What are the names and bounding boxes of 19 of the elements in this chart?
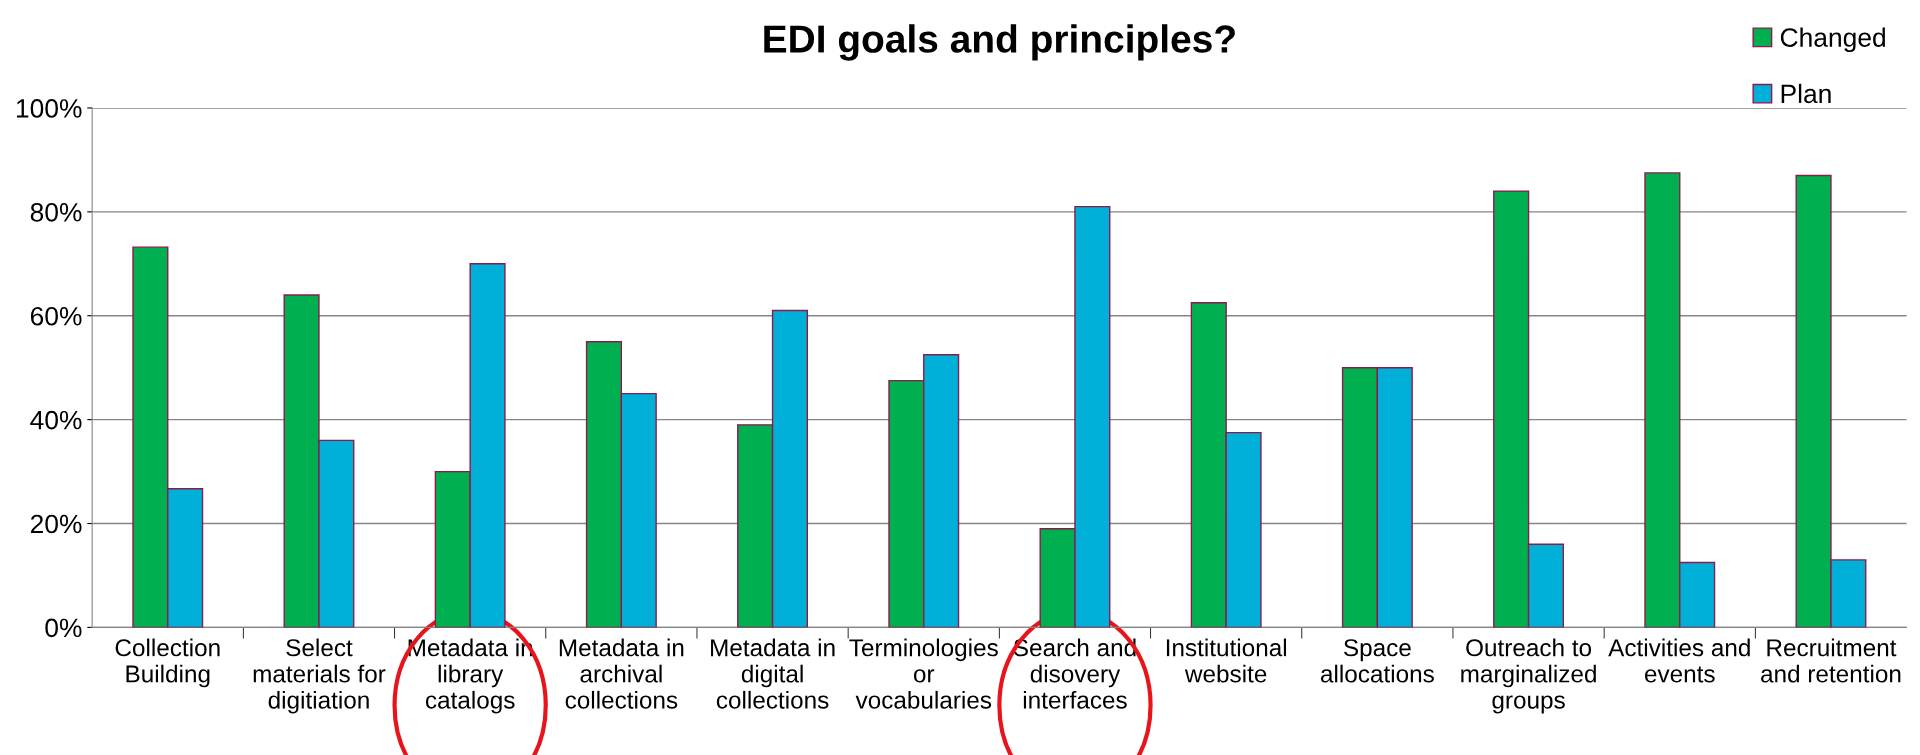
y-tick-label: 0%: [45, 618, 82, 638]
x-tick-label: Metadata in archival collections: [559, 638, 684, 709]
x-tick-label: Recruitment and retention: [1761, 638, 1901, 683]
y-tick-label: 60%: [30, 306, 82, 326]
x-tick-label: Select materials for digitiation: [253, 638, 386, 714]
y-tick-label: 20%: [30, 514, 82, 534]
x-tick-label: Space allocations: [1320, 639, 1434, 683]
x-tick-label: Outreach to marginalized groups: [1461, 638, 1596, 714]
y-tick-label: 40%: [30, 410, 82, 430]
legend-label: Plan: [1781, 83, 1831, 104]
x-tick-label: Metadata in digital collections: [711, 638, 835, 709]
y-tick-label: 80%: [30, 202, 82, 222]
x-tick-label: Terminologies or vocabularies: [849, 638, 998, 709]
chart-title: EDI goals and principles?: [764, 24, 1235, 61]
legend-label: Changed: [1780, 27, 1885, 53]
x-tick-label: Collection Building: [115, 638, 220, 688]
x-tick-label: Institutional website: [1166, 638, 1287, 683]
x-tick-label: Activities and events: [1608, 638, 1750, 683]
y-tick-label: 100%: [16, 99, 82, 118]
